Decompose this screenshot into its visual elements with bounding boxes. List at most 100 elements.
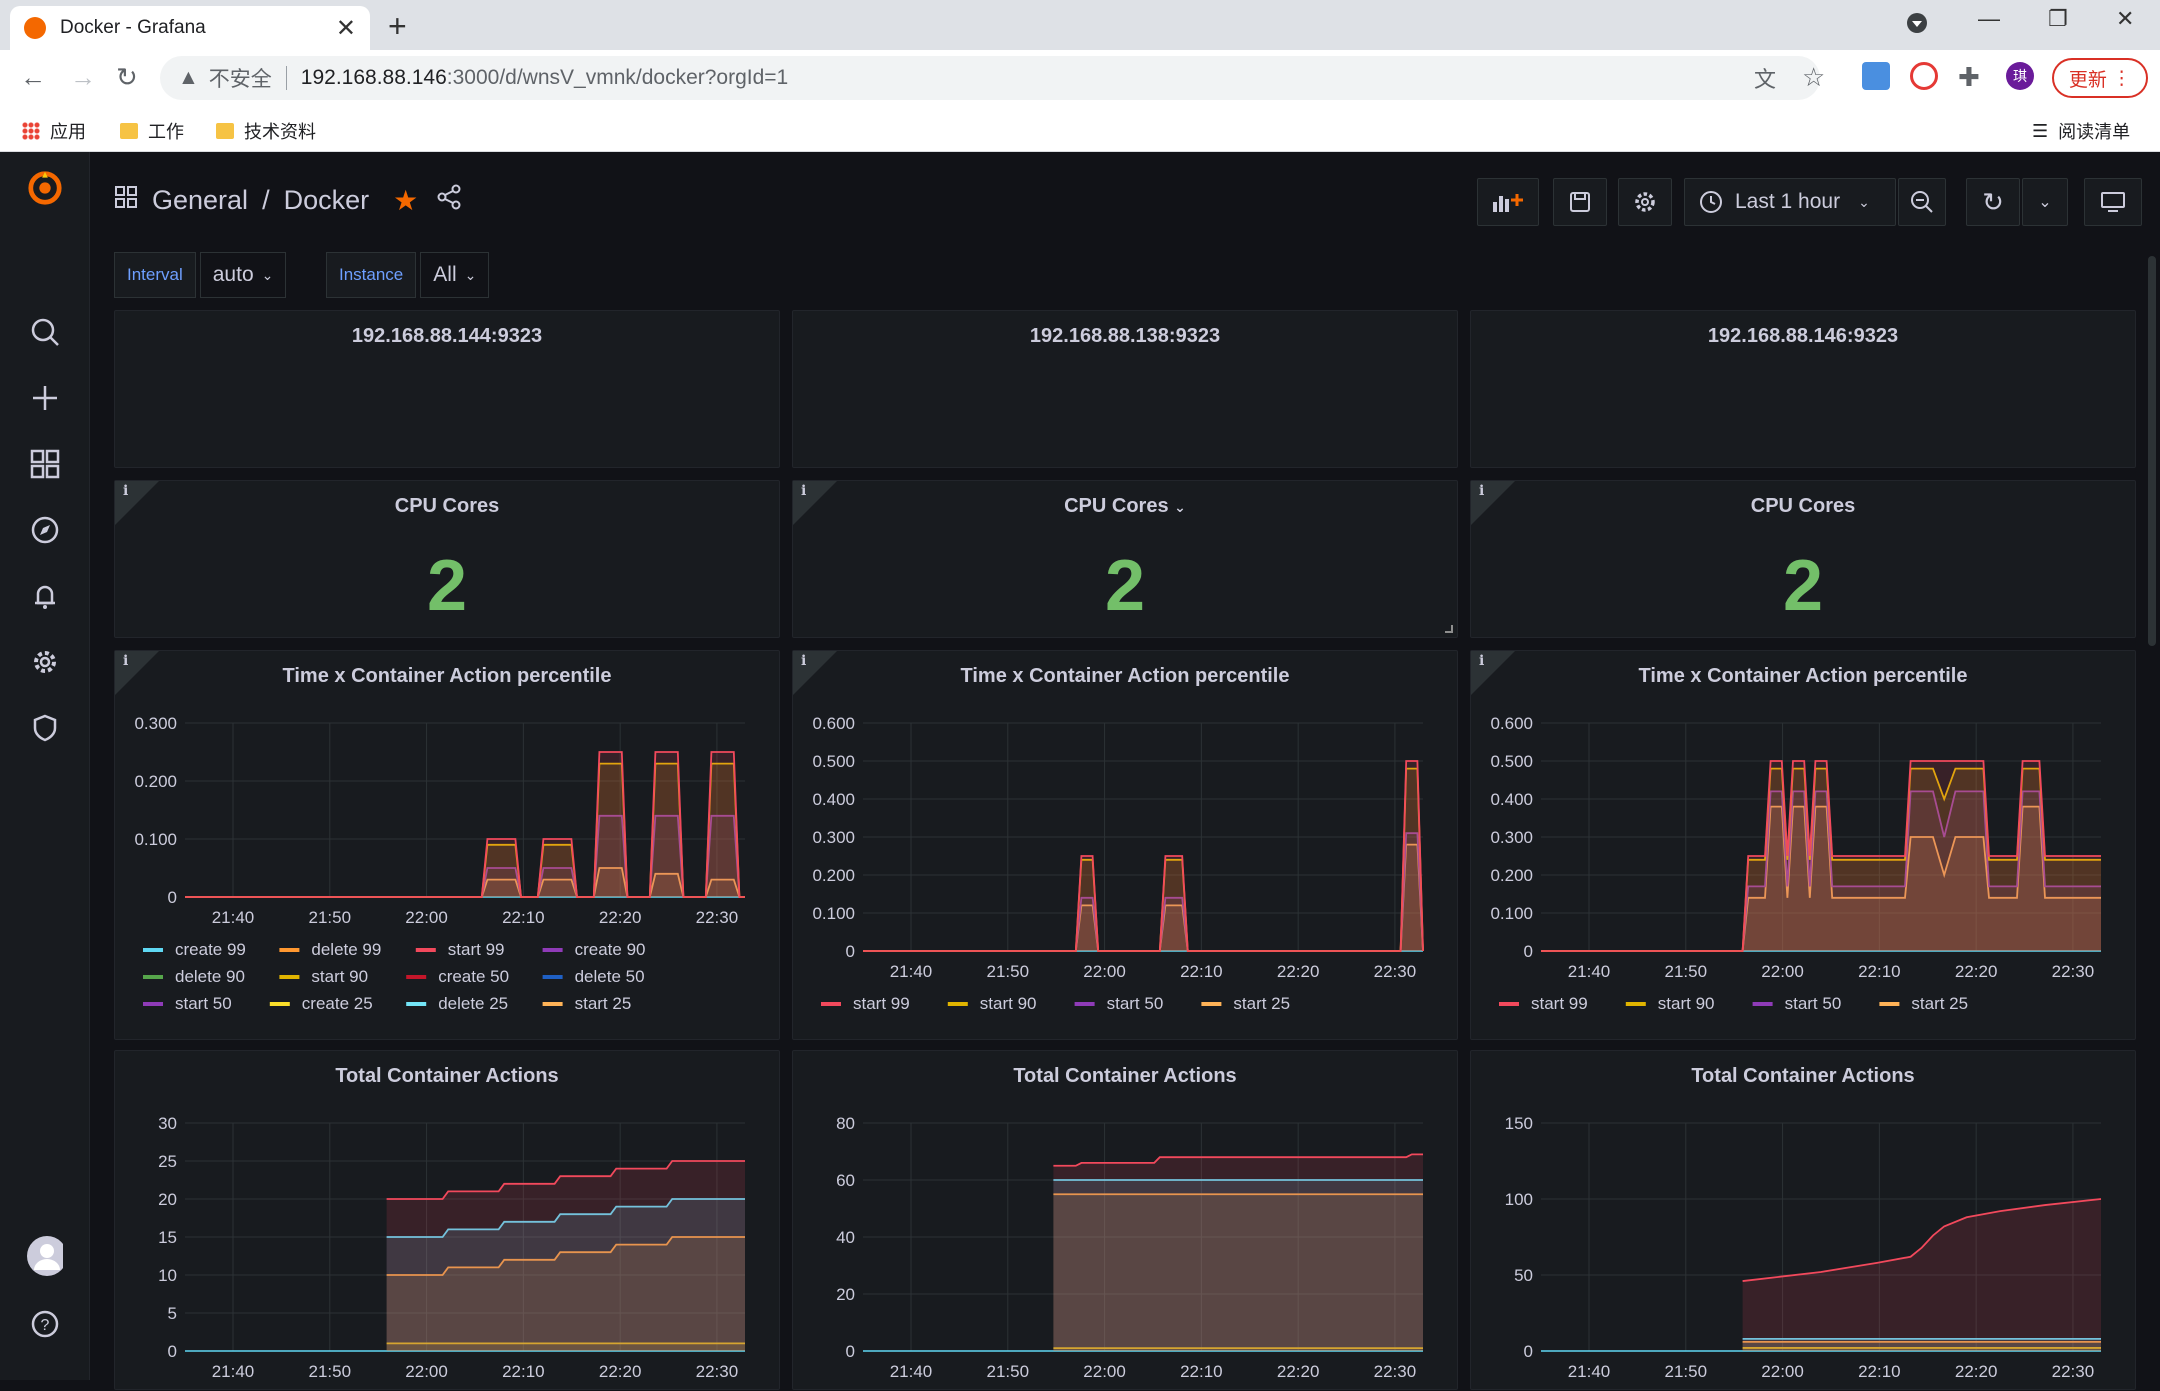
series-line[interactable] (1541, 760, 2101, 952)
panel-title[interactable]: Time x Container Action percentile (960, 665, 1290, 687)
series-line[interactable] (185, 751, 745, 898)
legend-item[interactable]: start 99 (448, 940, 505, 959)
series-line[interactable] (863, 760, 1424, 952)
legend-item[interactable]: start 99 (853, 994, 910, 1013)
scrollbar-thumb[interactable] (2148, 256, 2156, 646)
panel-info-icon[interactable]: i (793, 651, 837, 695)
panel-info-icon[interactable]: i (793, 481, 837, 525)
panel-title[interactable]: Total Container Actions (1691, 1065, 1915, 1087)
translate-icon[interactable]: 文 (1754, 67, 1777, 92)
legend-item[interactable]: create 90 (575, 940, 646, 959)
legend-item[interactable]: delete 99 (311, 940, 381, 959)
legend-item[interactable]: start 90 (1658, 994, 1715, 1013)
search-icon[interactable] (27, 314, 63, 350)
legend-item[interactable]: delete 90 (175, 967, 245, 986)
tv-mode-button[interactable] (2084, 178, 2142, 226)
bookmark-star-icon[interactable]: ☆ (1802, 62, 1826, 92)
series-line[interactable] (386, 1160, 745, 1200)
bookmark-work[interactable]: 工作 (120, 118, 184, 144)
time-range-picker[interactable]: Last 1 hour ⌄ (1684, 178, 1896, 226)
dashboards-grid-icon[interactable] (27, 446, 63, 482)
breadcrumb-dashboard[interactable]: Docker (283, 185, 370, 215)
total-actions-chart-144[interactable]: 0 5 10 15 20 25 30 21:40 21:50 22:00 22:10 22:20 22:… (115, 1051, 781, 1391)
dashboard-settings-button[interactable] (1618, 178, 1672, 226)
instance-title[interactable]: 192.168.88.138:9323 (1029, 325, 1221, 347)
breadcrumb-folder[interactable]: General (152, 185, 249, 215)
total-actions-chart-146[interactable]: 0 50 100 150 21:40 21:50 22:00 22:10 22:20 22:30 (1471, 1051, 2137, 1391)
legend-item[interactable]: start 50 (175, 994, 232, 1013)
variable-interval-select[interactable]: auto ⌄ (199, 252, 287, 298)
zoom-out-button[interactable] (1898, 178, 1946, 226)
instance-title[interactable]: 192.168.88.144:9323 (351, 325, 543, 347)
panel-title[interactable]: Total Container Actions (335, 1065, 559, 1087)
panel-title[interactable]: CPU Cores (394, 495, 500, 517)
refresh-button[interactable]: ↻ (1966, 178, 2020, 226)
minimize-icon[interactable]: — (1978, 6, 2000, 31)
panel-title[interactable]: Time x Container Action percentile (1638, 665, 1968, 687)
legend-item[interactable]: delete 50 (575, 967, 645, 986)
series-line[interactable] (386, 1236, 745, 1276)
series-line[interactable] (1742, 1198, 2102, 1282)
panel-title[interactable]: CPU Cores ⌄ (793, 495, 1457, 518)
browser-tab[interactable]: Docker - Grafana ✕ (10, 6, 370, 50)
legend-item[interactable]: start 25 (1233, 994, 1290, 1013)
panel-info-icon[interactable]: i (1471, 481, 1515, 525)
legend-item[interactable]: start 25 (575, 994, 632, 1013)
server-admin-shield-icon[interactable] (27, 710, 63, 746)
legend-item[interactable]: start 99 (1531, 994, 1588, 1013)
legend-item[interactable]: start 50 (1785, 994, 1842, 1013)
reading-list[interactable]: ☰ 阅读清单 (2032, 118, 2130, 144)
panel-title[interactable]: CPU Cores (1750, 495, 1856, 517)
refresh-interval-picker[interactable]: ⌄ (2022, 178, 2068, 226)
legend-item[interactable]: start 25 (1911, 994, 1968, 1013)
panel-info-icon[interactable]: i (115, 481, 159, 525)
extension-icon[interactable] (1862, 62, 1890, 90)
series-line[interactable] (185, 867, 745, 898)
legend-item[interactable]: start 90 (311, 967, 368, 986)
add-panel-button[interactable] (1477, 178, 1539, 226)
legend-item[interactable]: create 50 (438, 967, 509, 986)
close-tab-icon[interactable]: ✕ (335, 14, 356, 42)
warning-icon[interactable]: ▲ (178, 66, 199, 89)
total-actions-chart-138[interactable]: 0 20 40 60 80 21:40 21:50 22:00 22:10 22:20 22:30 (793, 1051, 1459, 1391)
alerting-bell-icon[interactable] (27, 578, 63, 614)
save-dashboard-button[interactable] (1553, 178, 1607, 226)
series-line[interactable] (185, 814, 745, 898)
favorite-star-icon[interactable]: ★ (393, 185, 419, 216)
legend-item[interactable]: create 25 (302, 994, 373, 1013)
forward-icon[interactable]: → (70, 62, 96, 92)
restore-icon[interactable]: ❐ (2048, 6, 2068, 31)
tab-search-icon[interactable] (1906, 12, 1928, 40)
address-bar[interactable]: ▲ 不安全 192.168.88.146 :3000/d/wnsV_vmnk/d… (160, 56, 1820, 100)
series-line[interactable] (863, 832, 1424, 952)
series-line[interactable] (863, 767, 1424, 952)
insecure-label[interactable]: 不安全 (208, 68, 272, 91)
bookmark-apps[interactable]: 应用 (22, 118, 86, 144)
legend-item[interactable]: start 50 (1107, 994, 1164, 1013)
update-button[interactable]: 更新 ⋮ (2052, 58, 2148, 98)
profile-avatar[interactable]: 琪 (2006, 62, 2034, 90)
back-icon[interactable]: ← (20, 62, 46, 92)
reload-icon[interactable]: ↻ (116, 62, 138, 92)
panel-info-icon[interactable]: i (115, 651, 159, 695)
user-avatar[interactable] (27, 1236, 63, 1276)
help-icon[interactable]: ? (27, 1306, 63, 1342)
panel-resize-handle-icon[interactable] (1445, 625, 1453, 633)
series-line[interactable] (1053, 1153, 1423, 1167)
legend-item[interactable]: start 90 (980, 994, 1037, 1013)
share-icon[interactable] (436, 184, 462, 217)
panel-menu-chevron-icon[interactable]: ⌄ (1174, 499, 1186, 515)
configuration-gear-icon[interactable] (27, 644, 63, 680)
percentile-chart-138[interactable]: 0 0.100 0.200 0.300 0.400 0.500 0.600 21:40 21:5… (793, 651, 1459, 1041)
legend-item[interactable]: delete 25 (438, 994, 508, 1013)
create-plus-icon[interactable] (27, 380, 63, 416)
panel-info-icon[interactable]: i (1471, 651, 1515, 695)
instance-title[interactable]: 192.168.88.146:9323 (1707, 325, 1899, 347)
grafana-logo-icon[interactable] (27, 170, 63, 206)
series-line[interactable] (863, 843, 1424, 952)
panel-title[interactable]: Total Container Actions (1013, 1065, 1237, 1087)
percentile-chart-146[interactable]: 0 0.100 0.200 0.300 0.400 0.500 0.600 21:40 21:5… (1471, 651, 2137, 1041)
variable-instance-select[interactable]: All ⌄ (420, 252, 490, 298)
percentile-chart-144[interactable]: 0 0.100 0.200 0.300 21:40 21:50 22:00 22:10 22:2… (115, 651, 781, 1041)
legend-item[interactable]: create 99 (175, 940, 246, 959)
